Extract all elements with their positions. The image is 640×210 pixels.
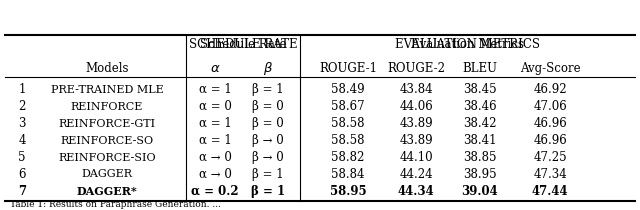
Text: ROUGE-2: ROUGE-2 [387,62,445,75]
Text: α = 0.2: α = 0.2 [191,185,239,198]
Text: REINFORCE-SO: REINFORCE-SO [60,136,154,146]
Text: 38.41: 38.41 [463,134,497,147]
Text: 3: 3 [19,117,26,130]
Text: REINFORCE: REINFORCE [71,102,143,112]
Text: DAGGER: DAGGER [81,169,132,180]
Text: 44.34: 44.34 [397,185,435,198]
Text: PRE-TRAINED MLE: PRE-TRAINED MLE [51,85,163,95]
Text: 44.24: 44.24 [399,168,433,181]
Text: 58.58: 58.58 [332,117,365,130]
Text: Evaluation Metrics: Evaluation Metrics [411,38,524,51]
Text: 38.85: 38.85 [463,151,497,164]
Text: β = 1: β = 1 [252,83,284,96]
Text: 47.44: 47.44 [532,185,568,198]
Text: $\alpha$: $\alpha$ [210,62,220,75]
Text: 38.95: 38.95 [463,168,497,181]
Text: Schedule Rate: Schedule Rate [200,38,286,51]
Text: β = 1: β = 1 [252,168,284,181]
Text: $\beta$: $\beta$ [263,60,273,77]
Text: 47.25: 47.25 [533,151,567,164]
Text: 5: 5 [19,151,26,164]
Text: β = 0: β = 0 [252,100,284,113]
Text: 44.10: 44.10 [399,151,433,164]
Text: 38.42: 38.42 [463,117,497,130]
Text: 38.45: 38.45 [463,83,497,96]
Text: Table 1: Results on Paraphrase Generation. ...: Table 1: Results on Paraphrase Generatio… [10,200,221,209]
Text: 46.96: 46.96 [533,134,567,147]
Text: EVALUATION METRICS: EVALUATION METRICS [395,38,540,51]
Text: DAGGER*: DAGGER* [77,186,138,197]
Text: 58.49: 58.49 [331,83,365,96]
Text: 38.46: 38.46 [463,100,497,113]
Text: β = 1: β = 1 [251,185,285,198]
Text: SCHEDULE RATE: SCHEDULE RATE [189,38,298,51]
Text: 44.06: 44.06 [399,100,433,113]
Text: 46.92: 46.92 [533,83,567,96]
Text: 58.67: 58.67 [331,100,365,113]
Text: 58.82: 58.82 [332,151,365,164]
Text: BLEU: BLEU [463,62,497,75]
Text: 58.95: 58.95 [330,185,366,198]
Text: 39.04: 39.04 [461,185,499,198]
Text: β → 0: β → 0 [252,151,284,164]
Text: Models: Models [85,62,129,75]
Text: α = 1: α = 1 [198,83,232,96]
Text: 43.84: 43.84 [399,83,433,96]
Text: 7: 7 [18,185,26,198]
Text: 47.06: 47.06 [533,100,567,113]
Text: α = 1: α = 1 [198,134,232,147]
Text: α → 0: α → 0 [198,151,232,164]
Text: 6: 6 [19,168,26,181]
Text: α → 0: α → 0 [198,168,232,181]
Text: REINFORCE-GTI: REINFORCE-GTI [58,119,156,129]
Text: β → 0: β → 0 [252,134,284,147]
Text: α = 0: α = 0 [198,100,232,113]
Text: 4: 4 [19,134,26,147]
Text: 1: 1 [19,83,26,96]
Text: 58.58: 58.58 [332,134,365,147]
Text: 47.34: 47.34 [533,168,567,181]
Text: 43.89: 43.89 [399,134,433,147]
Text: 58.84: 58.84 [332,168,365,181]
Text: ROUGE-1: ROUGE-1 [319,62,377,75]
Text: β = 0: β = 0 [252,117,284,130]
Text: 2: 2 [19,100,26,113]
Text: 46.96: 46.96 [533,117,567,130]
Text: Avg-Score: Avg-Score [520,62,580,75]
Text: α = 1: α = 1 [198,117,232,130]
Text: 43.89: 43.89 [399,117,433,130]
Text: REINFORCE-SIO: REINFORCE-SIO [58,152,156,163]
